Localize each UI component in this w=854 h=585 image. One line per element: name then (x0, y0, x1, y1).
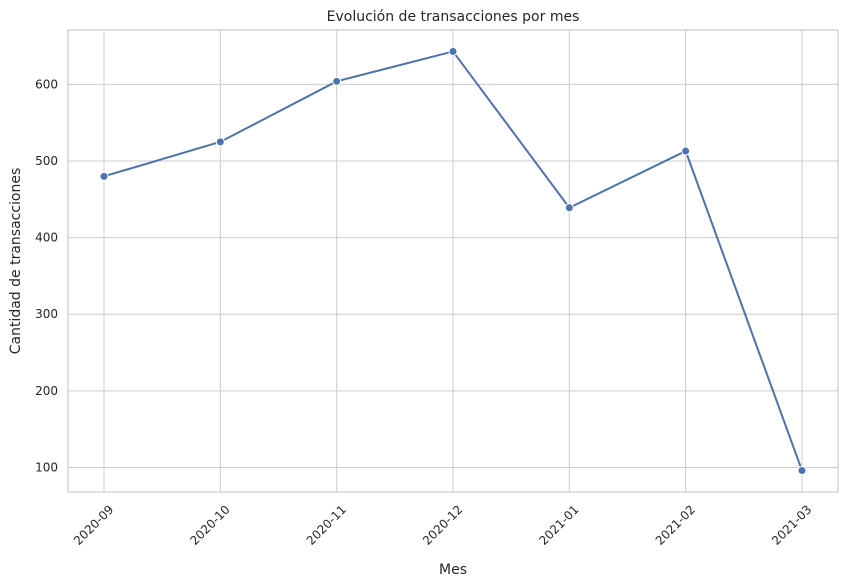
y-tick-label: 400 (35, 231, 58, 245)
plot-frame (67, 29, 839, 493)
y-axis-label: Cantidad de transacciones (8, 168, 24, 355)
data-point (215, 137, 225, 147)
chart-title: Evolución de transacciones por mes (327, 9, 580, 25)
grid-layer (68, 30, 838, 492)
x-tick-label: 2020-11 (304, 502, 349, 547)
y-tick-label: 100 (35, 460, 58, 474)
y-tick-label: 600 (35, 77, 58, 91)
data-point (681, 146, 691, 156)
x-axis-label: Mes (439, 562, 467, 578)
x-tick-label: 2020-10 (187, 502, 232, 547)
data-point (99, 171, 109, 181)
y-tick-label: 300 (35, 307, 58, 321)
x-tick-label: 2021-02 (653, 502, 698, 547)
data-point (332, 76, 342, 86)
x-tick-label: 2021-01 (536, 502, 581, 547)
data-point (797, 466, 807, 476)
x-tick-label: 2021-03 (769, 502, 814, 547)
x-tick-label: 2020-12 (420, 502, 465, 547)
y-tick-label: 500 (35, 154, 58, 168)
x-tick-label: 2020-09 (71, 502, 116, 547)
data-point (564, 203, 574, 213)
tick-labels: 2020-09 2020-10 2020-11 2020-12 2021-01 2021-… (35, 77, 814, 547)
data-point (448, 46, 458, 56)
y-tick-label: 200 (35, 384, 58, 398)
series-layer (99, 46, 807, 476)
